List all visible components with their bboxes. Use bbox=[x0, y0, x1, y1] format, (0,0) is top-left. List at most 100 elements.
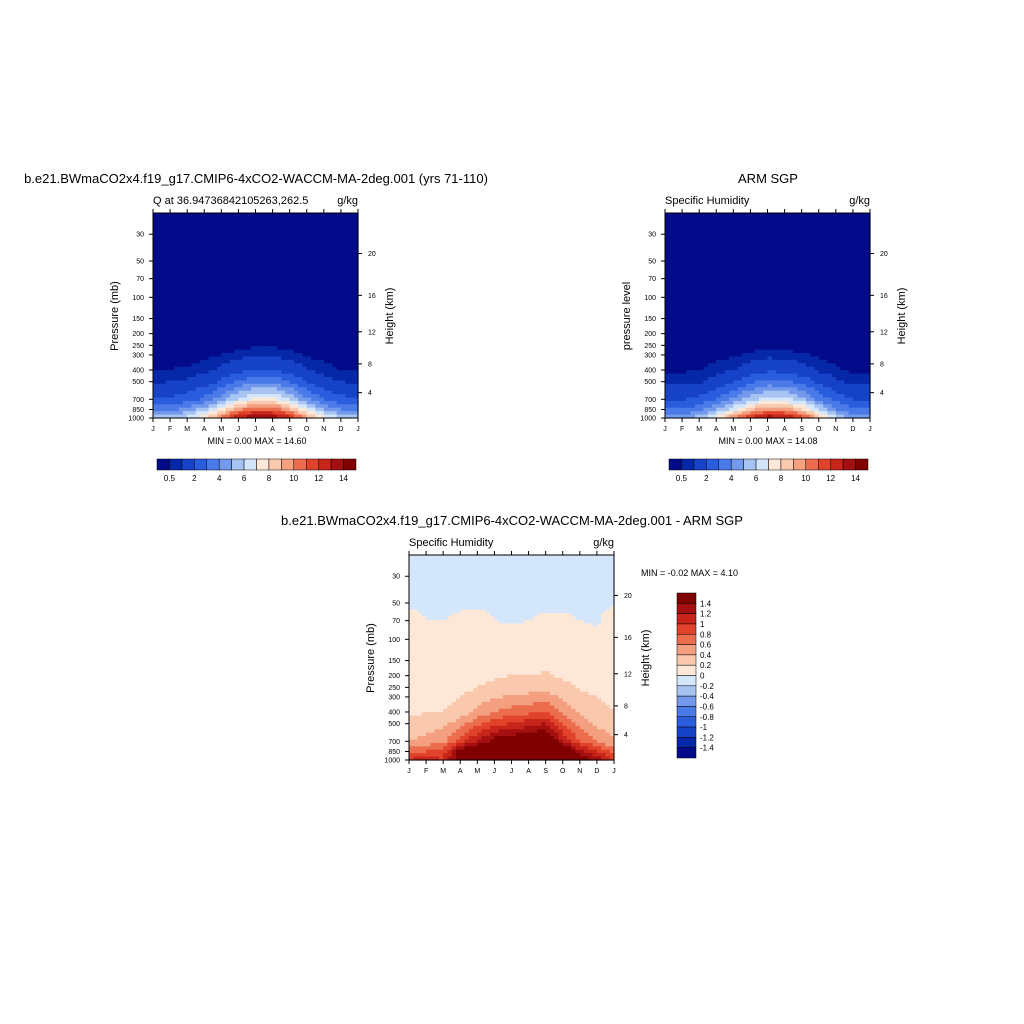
heat-cell bbox=[690, 305, 696, 310]
heat-cell bbox=[251, 257, 257, 262]
heat-cell bbox=[170, 353, 175, 358]
heat-cell bbox=[285, 257, 291, 262]
heat-cell bbox=[771, 349, 777, 354]
heat-cell bbox=[699, 318, 705, 323]
heat-cell bbox=[195, 308, 201, 313]
heat-cell bbox=[835, 267, 841, 272]
heat-cell bbox=[199, 339, 205, 344]
heat-cell bbox=[229, 318, 235, 323]
heat-cell bbox=[814, 325, 820, 330]
heat-cell bbox=[204, 254, 210, 259]
heat-cell bbox=[711, 250, 717, 255]
panel1-ylabel-right: Height (km) bbox=[384, 288, 396, 345]
heat-cell bbox=[349, 226, 355, 231]
heat-cell bbox=[204, 312, 210, 317]
heat-cell bbox=[784, 240, 790, 245]
heat-cell bbox=[349, 308, 355, 313]
heat-cell bbox=[323, 223, 329, 228]
heat-cell bbox=[311, 295, 316, 300]
heat-cell bbox=[281, 390, 286, 395]
heat-cell bbox=[157, 315, 163, 320]
heat-cell bbox=[720, 291, 726, 296]
heat-cell bbox=[823, 305, 828, 310]
heat-cell bbox=[345, 223, 351, 228]
heat-cell bbox=[690, 281, 696, 286]
heat-cell bbox=[306, 236, 312, 241]
heat-cell bbox=[810, 264, 816, 269]
y-tick-label: 700 bbox=[132, 397, 144, 404]
heat-cell bbox=[716, 271, 722, 276]
heat-cell bbox=[716, 236, 722, 241]
heat-cell bbox=[823, 332, 828, 337]
heat-cell bbox=[153, 380, 158, 385]
heat-cell bbox=[285, 359, 291, 364]
heat-cell bbox=[255, 301, 261, 306]
heat-cell bbox=[208, 284, 214, 289]
heat-cell bbox=[699, 213, 705, 218]
heat-cell bbox=[323, 298, 329, 303]
heat-cell bbox=[818, 264, 824, 269]
x-tick-label: M bbox=[218, 426, 224, 433]
heat-cell bbox=[234, 223, 240, 228]
heat-cell bbox=[289, 329, 295, 334]
heat-cell bbox=[852, 213, 858, 218]
heat-cell bbox=[238, 291, 244, 296]
heat-cell bbox=[272, 288, 278, 293]
heat-cell bbox=[182, 363, 188, 368]
heat-cell bbox=[737, 332, 743, 337]
heat-cell bbox=[225, 356, 231, 361]
heat-cell bbox=[238, 349, 244, 354]
heat-cell bbox=[801, 329, 807, 334]
heat-cell bbox=[259, 342, 265, 347]
heat-cell bbox=[835, 230, 841, 235]
heat-cell bbox=[763, 247, 769, 252]
heat-cell bbox=[345, 383, 351, 388]
heat-cell bbox=[217, 318, 222, 323]
heat-cell bbox=[174, 322, 180, 327]
heat-cell bbox=[191, 373, 197, 378]
heat-cell bbox=[699, 339, 705, 344]
heat-cell bbox=[246, 322, 252, 327]
heat-cell bbox=[311, 247, 316, 252]
heat-cell bbox=[323, 373, 329, 378]
heat-cell bbox=[353, 363, 359, 368]
heat-cell bbox=[306, 271, 312, 276]
heat-cell bbox=[259, 271, 265, 276]
heat-cell bbox=[857, 332, 863, 337]
heat-cell bbox=[669, 233, 675, 238]
heat-cell bbox=[311, 236, 316, 241]
heat-cell bbox=[165, 312, 171, 317]
colorbar-label: 0.5 bbox=[164, 474, 176, 483]
heat-cell bbox=[788, 230, 794, 235]
heat-cell bbox=[767, 223, 773, 228]
heat-cell bbox=[694, 226, 700, 231]
heat-cell bbox=[353, 291, 359, 296]
heat-cell bbox=[268, 250, 274, 255]
heat-cell bbox=[191, 312, 197, 317]
heat-cell bbox=[242, 373, 248, 378]
heat-cell bbox=[238, 342, 244, 347]
heat-cell bbox=[810, 298, 816, 303]
heat-cell bbox=[754, 336, 760, 341]
heat-cell bbox=[229, 353, 235, 358]
heat-cell bbox=[246, 240, 252, 245]
heat-cell bbox=[716, 284, 722, 289]
heat-cell bbox=[801, 219, 807, 224]
heat-cell bbox=[178, 274, 184, 279]
heat-cell bbox=[810, 260, 816, 265]
heat-cell bbox=[763, 346, 769, 351]
y-tick-label: 200 bbox=[132, 331, 144, 338]
heat-cell bbox=[165, 247, 171, 252]
heat-cell bbox=[238, 339, 244, 344]
heat-cell bbox=[694, 308, 700, 313]
heat-cell bbox=[170, 390, 175, 395]
heat-cell bbox=[234, 271, 240, 276]
heat-cell bbox=[182, 346, 188, 351]
heat-cell bbox=[797, 250, 803, 255]
heat-cell bbox=[865, 233, 871, 238]
heat-cell bbox=[814, 288, 820, 293]
heat-cell bbox=[861, 325, 867, 330]
heat-cell bbox=[255, 390, 261, 395]
heat-cell bbox=[178, 247, 184, 252]
heat-cell bbox=[323, 312, 329, 317]
